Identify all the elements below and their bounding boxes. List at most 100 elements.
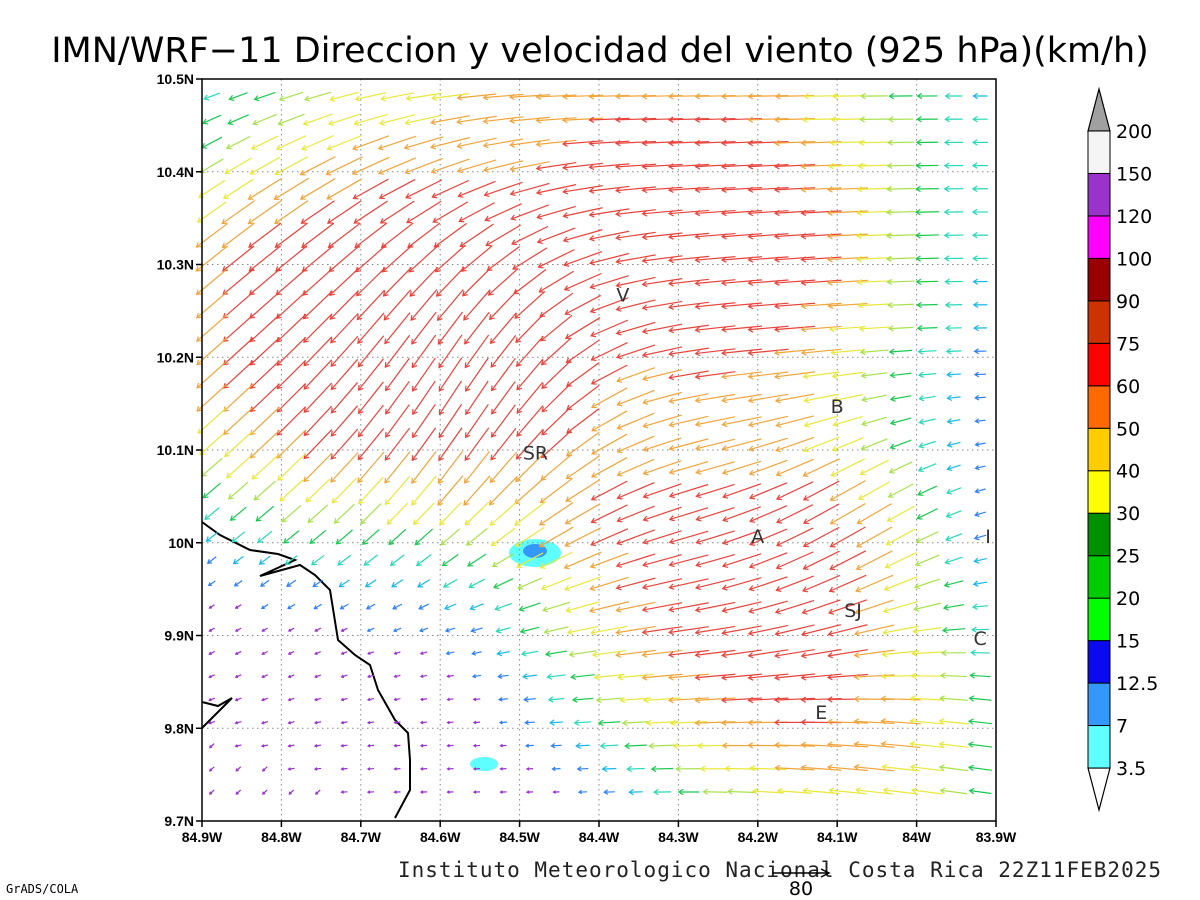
wind-vector — [299, 178, 336, 200]
wind-vector — [641, 300, 683, 311]
wind-vector — [909, 718, 945, 725]
wind-vector — [614, 116, 657, 123]
wind-vector — [415, 554, 432, 567]
wind-vector — [464, 427, 490, 462]
wind-vector — [889, 417, 912, 426]
wind-vector — [747, 649, 789, 659]
wind-vector — [484, 203, 522, 222]
wind-vector — [417, 579, 431, 588]
wind-vector — [412, 380, 436, 416]
colorbar-over-triangle — [1087, 86, 1111, 132]
x-tick-label: 84W — [902, 829, 932, 845]
y-tick-label: 10.3N — [157, 257, 194, 273]
wind-vector — [438, 427, 463, 462]
wind-vector — [561, 140, 603, 147]
wind-vector — [564, 294, 601, 316]
wind-vector — [831, 437, 864, 452]
wind-vector — [971, 185, 989, 193]
colorbar-label: 7 — [1116, 716, 1128, 738]
wind-vector — [540, 337, 572, 366]
wind-vector — [382, 266, 412, 297]
y-tick-label: 9.7N — [164, 813, 194, 829]
wind-vector — [419, 627, 429, 633]
wind-vector — [464, 334, 490, 369]
colorbar-swatch — [1087, 257, 1111, 302]
wind-vector — [616, 482, 655, 500]
wind-vector — [260, 744, 269, 748]
wind-vector — [365, 603, 376, 610]
wind-vector — [565, 455, 600, 480]
wind-vector — [747, 186, 789, 193]
y-tick-label: 10.2N — [157, 349, 194, 365]
wind-vector — [648, 742, 676, 750]
wind-vector — [694, 601, 736, 613]
wind-vector — [541, 360, 572, 390]
wind-vector — [938, 718, 969, 725]
wind-vector — [945, 533, 963, 542]
wind-vector — [747, 393, 789, 404]
wind-vector — [260, 603, 269, 609]
wind-vector — [228, 481, 249, 500]
wind-vector — [855, 787, 893, 795]
wind-vector — [490, 404, 516, 438]
plot-area: V SR B A I SJ C E — [195, 78, 997, 822]
wind-vector — [694, 696, 736, 704]
wind-vector — [749, 528, 788, 546]
wind-vector — [775, 415, 814, 428]
wind-vector — [488, 289, 518, 321]
wind-vector — [747, 624, 789, 637]
wind-vector — [749, 765, 787, 772]
wind-vector — [392, 627, 402, 633]
wind-vector — [747, 696, 789, 704]
wind-vector — [915, 255, 939, 262]
wind-vector — [694, 416, 736, 428]
wind-vector — [641, 255, 683, 264]
wind-vector — [509, 139, 550, 148]
wind-vector — [261, 627, 268, 632]
wind-vector — [252, 113, 277, 126]
wind-vector — [826, 279, 869, 286]
wind-vector — [615, 577, 656, 591]
wind-vector — [722, 529, 762, 546]
wind-vector — [747, 256, 789, 263]
wind-vector — [515, 552, 544, 569]
wind-vector — [913, 602, 941, 612]
wind-vector — [463, 475, 491, 506]
wind-vector — [313, 744, 322, 748]
wind-vector — [885, 528, 916, 546]
wind-vector — [229, 506, 247, 521]
wind-vector — [590, 319, 629, 338]
wind-vector — [974, 394, 986, 401]
wind-vector — [641, 186, 683, 194]
wind-vector — [694, 649, 736, 658]
wind-vector — [695, 530, 735, 545]
wind-vector — [392, 603, 403, 610]
wind-vector — [575, 742, 590, 749]
city-label: B — [831, 396, 844, 418]
wind-vector — [669, 719, 708, 727]
wind-vector — [589, 252, 630, 266]
wind-vector — [409, 266, 439, 297]
wind-vector — [616, 367, 656, 383]
wind-vector — [641, 278, 683, 288]
wind-vector — [668, 578, 709, 590]
wind-vector — [887, 325, 913, 332]
wind-vector — [858, 325, 890, 332]
wind-vector — [945, 348, 962, 355]
wind-vector — [234, 720, 242, 725]
wind-vector — [616, 529, 655, 546]
wind-vector — [800, 209, 842, 217]
wind-vector — [695, 554, 735, 568]
wind-vector — [889, 439, 912, 450]
wind-vector — [972, 92, 988, 100]
wind-vector — [667, 232, 709, 240]
wind-vector — [615, 601, 656, 613]
wind-vector — [493, 578, 514, 589]
wind-vector — [234, 627, 242, 632]
wind-vector — [275, 290, 307, 320]
wind-vector — [668, 530, 709, 545]
wind-vector — [943, 232, 964, 239]
wind-vector — [942, 604, 965, 611]
x-tick-label: 84.5W — [499, 829, 540, 845]
wind-vector — [515, 428, 544, 460]
